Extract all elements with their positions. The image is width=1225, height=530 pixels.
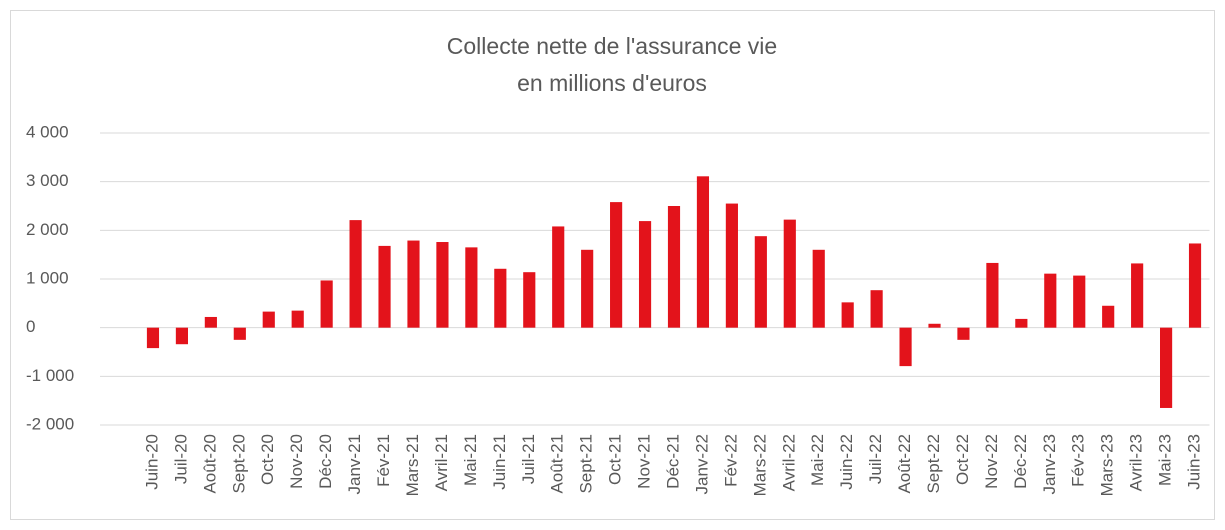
bar [638,221,652,328]
bar [523,272,536,328]
x-tick-label: Juin-21 [490,434,509,490]
bar [378,245,391,328]
x-tick-label: Mars-21 [403,434,422,496]
bar [1131,263,1144,328]
x-tick-label: Mai-22 [808,434,827,486]
bar [494,268,507,328]
x-tick-label: Mars-22 [750,434,769,496]
y-tick-label: -1 000 [26,366,74,385]
x-tick-label: Juil-21 [519,434,538,484]
x-tick-label: Août-20 [200,434,219,494]
bar [320,280,333,328]
x-tick-label: Déc-22 [1011,434,1030,489]
bar [754,236,767,328]
x-tick-label: Oct-20 [258,434,277,485]
bar [1160,327,1173,408]
bar [204,316,217,328]
bar [841,302,854,328]
bar [1188,243,1202,328]
x-tick-label: Nov-22 [982,434,1001,489]
x-tick-label: Oct-22 [953,434,972,485]
bar [291,310,304,328]
bar [262,311,275,328]
bar [986,262,999,328]
x-tick-label: Avril-22 [779,434,798,491]
bar [899,327,912,367]
bar [436,242,449,328]
bar [696,176,710,328]
x-tick-label: Mai-21 [461,434,480,486]
x-tick-label: Juin-23 [1185,434,1204,490]
x-tick-label: Avril-21 [432,434,451,491]
x-tick-label: Août-21 [548,434,567,494]
bar [667,206,681,328]
x-tick-label: Sept-22 [924,434,943,494]
chart-title: Collecte nette de l'assurance vie [447,33,777,59]
x-tick-label: Juil-22 [866,434,885,484]
bar [725,203,738,328]
x-tick-label: Fév-22 [721,434,740,487]
bar [349,220,362,328]
bar [870,290,883,328]
y-tick-label: 4 000 [26,122,69,141]
bar [1044,273,1057,328]
bar [233,327,246,340]
x-tick-label: Déc-21 [663,434,682,489]
y-tick-label: 1 000 [26,268,69,287]
bar [581,249,594,328]
bar [783,219,796,328]
x-tick-label: Nov-21 [635,434,654,489]
bar [928,323,941,328]
bar [812,249,825,328]
x-tick-label: Janv-22 [692,434,711,494]
x-tick-label: Juin-20 [142,434,161,490]
x-tick-label: Mai-23 [1156,434,1175,486]
x-tick-label: Fév-21 [374,434,393,487]
x-tick-label: Sept-20 [229,434,248,494]
y-tick-label: 3 000 [26,171,69,190]
bar [465,247,478,328]
chart-subtitle: en millions d'euros [517,70,707,96]
y-tick-label: 2 000 [26,220,69,239]
bar [175,327,188,345]
x-tick-label: Sept-21 [577,434,596,494]
bar [1015,318,1028,328]
x-tick-label: Juin-22 [837,434,856,490]
y-tick-label: 0 [26,317,35,336]
x-tick-label: Nov-20 [287,434,306,489]
x-tick-label: Fév-23 [1069,434,1088,487]
bar [552,226,565,328]
bar [146,327,160,349]
x-tick-label: Janv-23 [1040,434,1059,494]
bar [1102,305,1115,328]
bar [610,202,623,328]
bar [1073,275,1086,328]
x-tick-label: Janv-21 [345,434,364,494]
x-tick-label: Mars-23 [1098,434,1117,496]
x-tick-label: Oct-21 [606,434,625,485]
y-tick-label: -2 000 [26,414,74,433]
x-tick-label: Avril-23 [1127,434,1146,491]
bar [957,327,970,340]
x-tick-label: Août-22 [895,434,914,494]
bar [407,240,420,328]
x-tick-label: Juil-20 [171,434,190,484]
x-tick-label: Déc-20 [316,434,335,489]
